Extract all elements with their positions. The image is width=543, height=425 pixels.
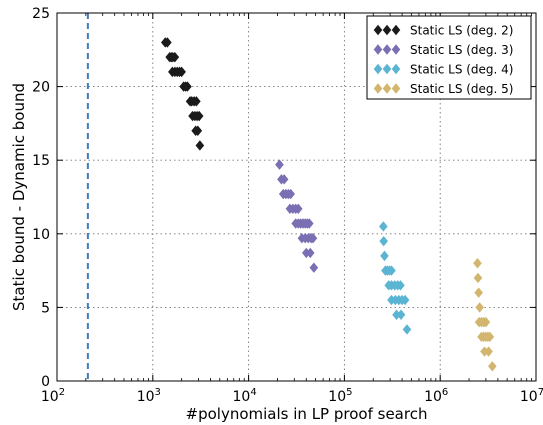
legend-marker [382, 63, 392, 75]
data-point [183, 81, 192, 92]
legend-marker [373, 63, 383, 75]
y-tick-label: 20 [32, 80, 50, 96]
series-2 [275, 159, 319, 273]
series-3 [379, 221, 412, 335]
y-tick-label: 10 [32, 227, 50, 243]
legend-marker [373, 24, 383, 36]
data-point [195, 140, 205, 151]
x-tick-label: 103 [137, 387, 161, 405]
legend-marker [382, 24, 392, 36]
data-point [379, 221, 388, 232]
data-point [396, 280, 405, 291]
legend: Static LS (deg. 2) Static LS (deg. 3) Stat… [366, 15, 532, 100]
legend-marker [373, 44, 383, 55]
legend-marker [391, 44, 401, 55]
data-point [193, 125, 203, 136]
legend-marker [373, 83, 383, 94]
data-point [286, 188, 295, 200]
data-point [305, 247, 315, 259]
y-tick-label: 0 [41, 374, 50, 390]
data-point [192, 96, 201, 107]
legend-marker [391, 63, 401, 75]
x-tick-label: 104 [232, 387, 256, 405]
data-point [473, 272, 483, 284]
data-point [392, 309, 401, 320]
x-tick-label: 105 [328, 387, 352, 405]
data-point [484, 346, 493, 357]
series-4 [473, 258, 497, 372]
data-point [308, 233, 318, 244]
legend-label: Static LS (deg. 3) [410, 43, 514, 57]
data-point [400, 294, 410, 306]
data-point [396, 309, 406, 320]
y-tick-labels: 0 5 10 15 20 25 [32, 6, 50, 390]
data-point [474, 287, 483, 298]
data-point [275, 159, 284, 170]
legend-marker [382, 44, 392, 55]
axis-ticks [56, 12, 537, 382]
data-point [279, 174, 289, 185]
series-1 [160, 37, 205, 151]
grid-lines [57, 13, 536, 381]
data-point [177, 66, 186, 78]
data-point [402, 324, 412, 335]
data-point [485, 331, 495, 343]
data-point [293, 203, 303, 214]
x-axis-label: #polynomials in LP proof search [186, 405, 428, 423]
x-tick-label: 107 [520, 387, 543, 405]
y-tick-label: 5 [41, 300, 50, 316]
y-tick-label: 25 [32, 6, 50, 22]
data-point [481, 316, 491, 328]
legend-label: Static LS (deg. 2) [410, 24, 514, 38]
data-point [379, 235, 388, 247]
data-point [488, 361, 497, 372]
data-point [309, 262, 319, 273]
data-point [170, 51, 180, 63]
data-point [304, 218, 314, 229]
data-point [380, 250, 389, 262]
data-point [163, 37, 172, 48]
x-tick-label: 102 [41, 387, 65, 405]
data-point [194, 110, 204, 122]
plot-frame [56, 12, 537, 382]
legend-label: Static LS (deg. 5) [410, 82, 514, 96]
y-axis-label: Static bound - Dynamic bound [10, 83, 28, 311]
legend-label: Static LS (deg. 4) [410, 63, 514, 77]
x-tick-labels: 102 103 104 105 106 107 [41, 387, 543, 405]
y-tick-label: 15 [32, 153, 50, 169]
x-tick-label: 106 [424, 387, 448, 405]
data-point [473, 258, 482, 269]
legend-marker [391, 83, 401, 94]
data-point [475, 302, 484, 313]
data-point [387, 265, 396, 276]
legend-marker [391, 24, 401, 36]
data-points [160, 37, 497, 372]
legend-marker [382, 83, 392, 94]
